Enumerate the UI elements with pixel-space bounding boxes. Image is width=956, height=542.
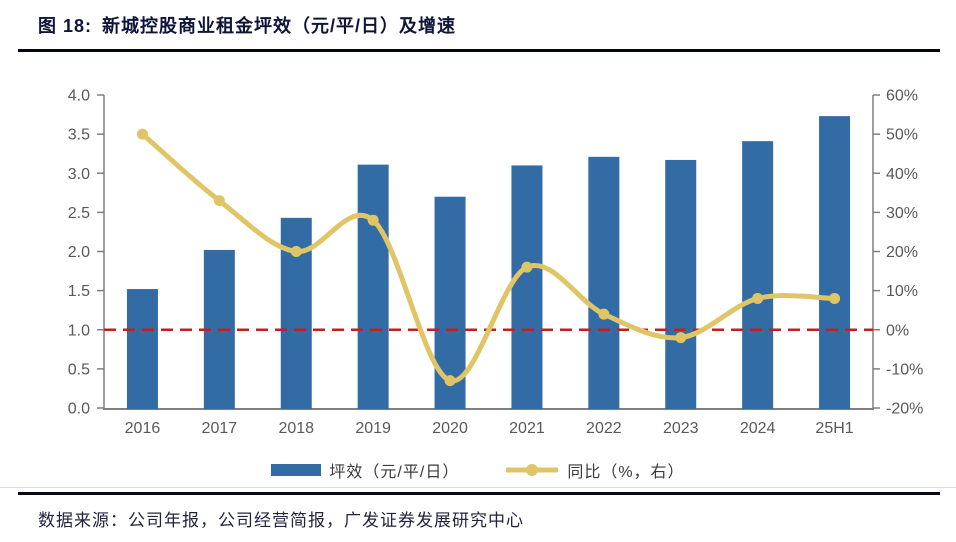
yoy-point-2020: [444, 375, 456, 387]
left-axis-tick-label: 0.0: [68, 401, 90, 418]
yoy-point-2023: [675, 332, 687, 344]
bar-series-label: 坪效（元/平/日）: [329, 464, 460, 481]
chart-legend: 坪效（元/平/日） 同比（%，右）: [0, 458, 956, 482]
left-axis-tick-label: 4.0: [68, 88, 90, 105]
left-axis-tick-label: 1.5: [68, 283, 90, 300]
yoy-point-2017: [213, 195, 225, 207]
bar-2016: [126, 289, 158, 409]
header-divider: [18, 49, 940, 52]
yoy-point-2016: [136, 128, 148, 140]
x-axis-category-label: 2021: [509, 420, 545, 437]
figure-number-label: 图 18:: [38, 16, 93, 36]
bar-25H1: [819, 116, 851, 409]
right-axis-tick-label: -10%: [886, 361, 923, 378]
x-axis-category-label: 2022: [586, 420, 622, 437]
right-axis-tick-label: 50%: [886, 127, 918, 144]
line-series-swatch: [506, 464, 559, 476]
legend-item-line-series: 同比（%，右）: [505, 458, 684, 482]
bar-2021: [511, 165, 543, 409]
x-axis-category-label: 2016: [125, 420, 161, 437]
right-axis-tick-label: 20%: [886, 244, 918, 261]
yoy-point-2019: [367, 214, 379, 226]
x-axis-category-label: 2023: [663, 420, 699, 437]
bar-2018: [280, 217, 312, 409]
right-axis-tick-label: -20%: [886, 401, 923, 418]
bar-2019: [357, 164, 389, 409]
x-axis-category-label: 2020: [432, 420, 468, 437]
figure-title: 新城控股商业租金坪效（元/平/日）及增速: [102, 16, 457, 36]
bar-2020: [434, 196, 466, 409]
bar-2023: [665, 159, 697, 409]
bar-series-swatch: [271, 464, 322, 476]
right-axis-tick-label: 40%: [886, 166, 918, 183]
yoy-point-2022: [598, 308, 610, 320]
x-axis-category-label: 2017: [202, 420, 238, 437]
yoy-growth-line: [139, 131, 838, 384]
yoy-point-2024: [752, 292, 764, 304]
yoy-point-2018: [290, 246, 302, 257]
left-axis-tick-label: 2.5: [68, 205, 90, 222]
right-axis-tick-label: 60%: [886, 88, 918, 105]
x-axis-category-label: 2018: [278, 420, 314, 437]
legend-marker-glyph: [526, 464, 539, 476]
right-axis-tick-label: 0%: [886, 322, 909, 339]
bar-2024: [742, 141, 774, 410]
x-axis-category-label: 25H1: [815, 420, 853, 437]
left-axis-tick-label: 3.0: [68, 166, 90, 183]
left-axis-tick-label: 2.0: [68, 244, 90, 261]
figure-header: 图 18: 新城控股商业租金坪效（元/平/日）及增速: [38, 12, 456, 38]
bar-2017: [203, 249, 235, 409]
legend-item-bar-series: 坪效（元/平/日）: [271, 458, 459, 482]
left-axis-tick-label: 1.0: [68, 322, 90, 339]
line-series-label: 同比（%，右）: [567, 464, 685, 481]
footer-divider-light: [0, 487, 956, 488]
data-source-note: 数据来源：公司年报，公司经营简报，广发证券发展研究中心: [38, 511, 524, 530]
x-axis-category-label: 2019: [355, 420, 391, 437]
bar-2022: [588, 156, 620, 409]
left-axis-tick-label: 3.5: [68, 127, 90, 144]
right-axis-tick-label: 30%: [886, 205, 918, 222]
x-axis-category-label: 2024: [740, 420, 776, 437]
right-axis-tick-label: 10%: [886, 283, 918, 300]
yoy-point-25H1: [829, 292, 841, 304]
footer-divider: [18, 492, 940, 495]
left-axis-tick-label: 0.5: [68, 361, 90, 378]
yoy-point-2021: [521, 261, 533, 273]
